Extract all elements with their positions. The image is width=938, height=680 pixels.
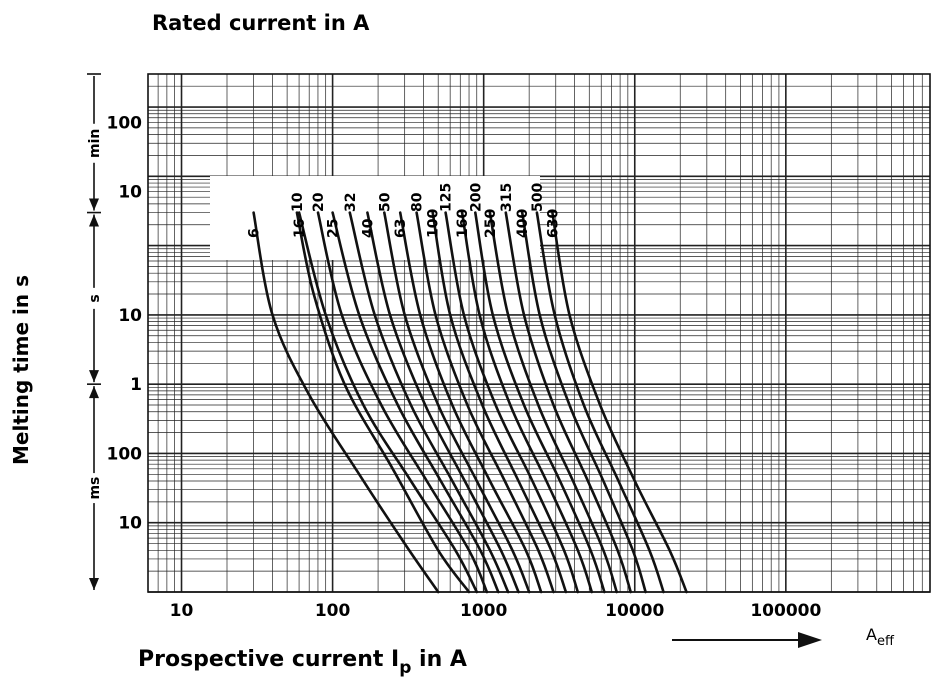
rating-label-50: 50 <box>377 192 393 212</box>
x-unit-main: A <box>866 625 877 644</box>
grid-major <box>148 74 930 593</box>
curve-16a <box>297 211 479 594</box>
curve-500a <box>535 211 665 594</box>
curve-315a <box>504 211 632 594</box>
time-unit-min: min <box>87 129 103 158</box>
unit-axis-arrow <box>89 386 99 399</box>
x-axis-label-main: Prospective current I <box>138 647 399 672</box>
rating-label-400: 400 <box>515 209 531 238</box>
rating-label-315: 315 <box>499 183 515 212</box>
y-tick-label: 10 <box>118 306 142 326</box>
curve-50a <box>383 211 531 594</box>
melting-curves <box>252 211 688 594</box>
unit-axis-arrow <box>89 198 99 211</box>
curve-200a <box>474 211 606 594</box>
y-tick-label: 10 <box>118 514 142 534</box>
x-tick-labels: 10 100 1000 10000 100000 <box>170 601 822 621</box>
x-tick-label: 10 <box>170 601 194 621</box>
rating-label-6: 6 <box>247 228 263 238</box>
time-unit-ms: ms <box>87 477 103 500</box>
rating-label-250: 250 <box>483 209 499 238</box>
curve-400a <box>520 211 647 594</box>
x-axis-label-subscript: p <box>399 658 411 678</box>
time-unit-s: s <box>87 294 103 302</box>
plot-frame <box>147 73 931 593</box>
rating-label-630: 630 <box>545 209 561 238</box>
x-axis-label-tail: in A <box>411 647 467 672</box>
rating-label-500: 500 <box>530 183 546 212</box>
x-unit-label: Aeff <box>866 625 895 649</box>
current-direction-arrow <box>672 632 822 648</box>
rating-label-63: 63 <box>393 219 409 238</box>
chart-title: Rated current in A <box>152 11 370 35</box>
rating-label-200: 200 <box>468 183 484 212</box>
rating-label-100: 100 <box>426 209 442 238</box>
x-axis-label: Prospective current Ip in A <box>138 647 467 678</box>
curve-40a <box>366 211 520 594</box>
time-unit-axis: min s ms <box>87 73 103 590</box>
rating-label-32: 32 <box>343 193 359 212</box>
y-tick-label: 1 <box>130 375 142 395</box>
curve-630a <box>551 211 688 594</box>
curve-250a <box>488 211 618 594</box>
curve-6a <box>252 211 440 594</box>
curve-100a <box>431 211 568 594</box>
rating-label-125: 125 <box>439 183 455 212</box>
rating-label-10: 10 <box>290 192 306 212</box>
curve-20a <box>316 211 489 594</box>
curve-80a <box>415 211 555 594</box>
rating-label-16: 16 <box>292 219 308 238</box>
rating-label-40: 40 <box>360 218 376 238</box>
rating-label-80: 80 <box>410 192 426 212</box>
curve-63a <box>398 211 543 594</box>
x-tick-label: 10000 <box>605 601 664 621</box>
curve-10a <box>295 211 471 594</box>
y-tick-label: 10 <box>118 183 142 203</box>
x-tick-label: 100000 <box>750 601 821 621</box>
grid-minor <box>147 73 931 592</box>
rating-label-25: 25 <box>326 219 342 238</box>
curve-125a <box>444 211 580 594</box>
y-tick-label: 100 <box>107 113 143 133</box>
y-tick-labels: 100 10 10 1 100 10 <box>107 113 143 533</box>
rating-label-160: 160 <box>455 209 471 238</box>
y-axis-label: Melting time in s <box>9 275 33 465</box>
unit-axis-arrow <box>89 214 99 227</box>
unit-axis-arrow <box>89 578 99 590</box>
unit-axis-arrow <box>89 370 99 383</box>
x-unit-subscript: eff <box>877 634 895 649</box>
rating-label-20: 20 <box>311 192 327 212</box>
curve-160a <box>460 211 594 594</box>
curve-25a <box>331 211 500 594</box>
x-tick-label: 1000 <box>460 601 507 621</box>
y-tick-label: 100 <box>107 444 143 464</box>
curve-32a <box>348 211 510 594</box>
x-tick-label: 100 <box>315 601 351 621</box>
